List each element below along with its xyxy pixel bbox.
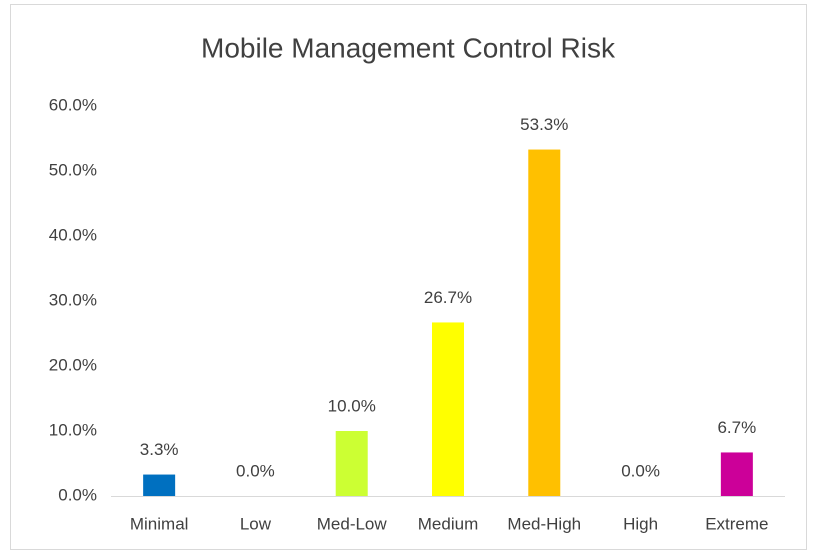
- x-tick-label: Extreme: [705, 514, 768, 533]
- chart-title: Mobile Management Control Risk: [201, 32, 616, 63]
- x-tick-label: High: [623, 514, 658, 533]
- y-tick-label: 10.0%: [49, 420, 97, 439]
- y-tick-label: 50.0%: [49, 160, 97, 179]
- value-label: 3.3%: [140, 440, 179, 459]
- x-tick-label: Medium: [418, 514, 478, 533]
- x-tick-label: Minimal: [130, 514, 189, 533]
- bar: [720, 452, 753, 496]
- x-tick-label: Low: [240, 514, 272, 533]
- bar: [143, 474, 176, 496]
- y-tick-label: 40.0%: [49, 225, 97, 244]
- x-tick-label: Med-Low: [317, 514, 388, 533]
- value-label: 0.0%: [621, 461, 660, 480]
- y-tick-label: 30.0%: [49, 290, 97, 309]
- x-tick-label: Med-High: [507, 514, 581, 533]
- value-label: 6.7%: [717, 418, 756, 437]
- y-tick-label: 0.0%: [58, 485, 97, 504]
- bar: [528, 149, 561, 497]
- bar: [432, 322, 464, 496]
- bar: [335, 431, 368, 496]
- chart-border: [10, 4, 807, 550]
- value-label: 0.0%: [236, 461, 275, 480]
- y-tick-label: 20.0%: [49, 355, 97, 374]
- value-label: 10.0%: [328, 396, 376, 415]
- y-tick-label: 60.0%: [49, 95, 97, 114]
- value-label: 26.7%: [424, 288, 472, 307]
- value-label: 53.3%: [520, 115, 568, 134]
